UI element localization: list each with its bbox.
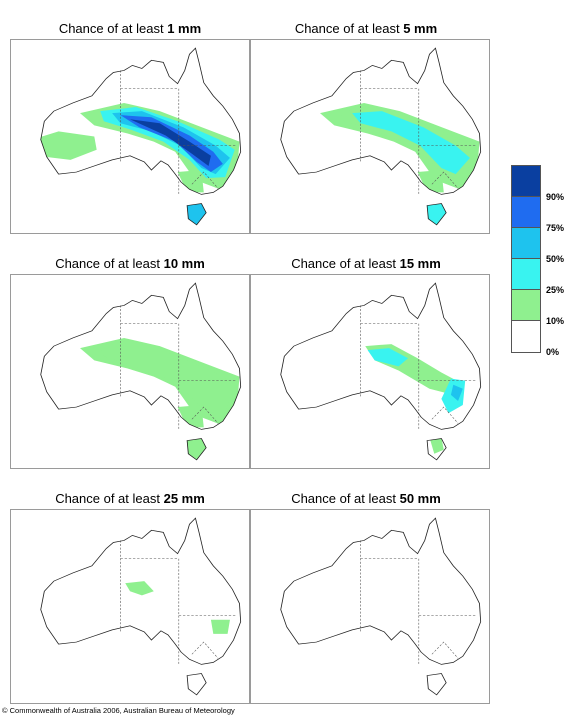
panel-title-amount: 25 mm — [163, 491, 205, 506]
panel-title-1mm: Chance of at least 1 mm — [10, 21, 250, 36]
rain-probability-shading — [365, 344, 466, 454]
state-borders — [360, 305, 478, 430]
coastline — [40, 47, 242, 195]
legend-swatch — [512, 290, 540, 321]
panel-title-amount: 10 mm — [163, 256, 205, 271]
tasmania-coastline — [186, 673, 207, 696]
rain-probability-shading — [80, 337, 240, 460]
coastline — [40, 282, 242, 430]
legend-swatch — [512, 197, 540, 228]
panel-title-amount: 50 mm — [399, 491, 441, 506]
panel-title-prefix: Chance of at least — [294, 21, 404, 36]
legend-swatch — [512, 259, 540, 290]
map-panel-25mm — [10, 509, 250, 704]
legend-label-50: 50% — [546, 254, 565, 264]
panel-title-25mm: Chance of at least 25 mm — [10, 491, 250, 506]
map-panel-5mm — [250, 39, 490, 234]
state-borders — [360, 540, 478, 665]
coastline — [280, 517, 482, 665]
panel-title-prefix: Chance of at least — [55, 491, 164, 506]
panel-title-prefix: Chance of at least — [291, 256, 400, 271]
state-borders — [120, 540, 238, 665]
panel-title-amount: 5 mm — [403, 21, 438, 36]
legend-label-90: 90% — [546, 192, 565, 202]
map-panel-15mm — [250, 274, 490, 469]
panel-title-15mm: Chance of at least 15 mm — [246, 256, 486, 271]
australia-map — [280, 47, 482, 226]
rain-probability-shading — [125, 581, 230, 634]
australia-map — [280, 517, 482, 696]
panel-title-5mm: Chance of at least 5 mm — [246, 21, 486, 36]
map-panel-1mm — [10, 39, 250, 234]
panel-title-prefix: Chance of at least — [55, 256, 164, 271]
australia-map — [40, 282, 242, 461]
panel-title-amount: 1 mm — [167, 21, 202, 36]
panel-title-50mm: Chance of at least 50 mm — [246, 491, 486, 506]
australia-map — [280, 282, 482, 461]
rain-probability-shading — [40, 102, 240, 225]
panel-title-amount: 15 mm — [399, 256, 441, 271]
legend-swatch — [512, 321, 540, 352]
legend-swatch — [512, 166, 540, 197]
legend-label-75: 75% — [546, 223, 565, 233]
map-panel-10mm — [10, 274, 250, 469]
tasmania-coastline — [186, 438, 207, 461]
map-panel-50mm — [250, 509, 490, 704]
legend-label-25: 25% — [546, 285, 565, 295]
coastline — [280, 47, 482, 195]
panel-title-prefix: Chance of at least — [291, 491, 400, 506]
coastline — [40, 517, 242, 665]
tasmania-coastline — [426, 673, 447, 696]
tasmania-coastline — [426, 203, 447, 226]
australia-map — [40, 47, 242, 226]
probability-legend — [511, 165, 541, 353]
coastline — [280, 282, 482, 430]
legend-label-10: 10% — [546, 316, 565, 326]
state-borders — [360, 70, 478, 195]
legend-label-0: 0% — [546, 347, 560, 357]
legend-swatch — [512, 228, 540, 259]
copyright-notice: © Commonwealth of Australia 2006, Austra… — [2, 706, 235, 715]
panel-title-prefix: Chance of at least — [58, 21, 168, 36]
rain-probability-shading — [320, 102, 480, 225]
tasmania-coastline — [186, 203, 207, 226]
tasmania-coastline — [426, 438, 447, 461]
australia-map — [40, 517, 242, 696]
panel-title-10mm: Chance of at least 10 mm — [10, 256, 250, 271]
